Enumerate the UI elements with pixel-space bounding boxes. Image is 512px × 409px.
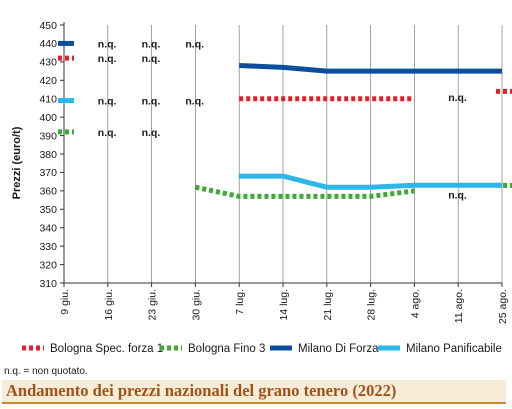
y-tick-label: 370 bbox=[39, 167, 57, 179]
legend-label: Bologna Fino 3 bbox=[188, 343, 265, 355]
y-tick-label: 390 bbox=[39, 130, 57, 142]
x-tick-label: 25 ago. bbox=[497, 289, 509, 324]
y-tick-label: 360 bbox=[39, 186, 57, 198]
x-tick-label: 14 lug. bbox=[278, 289, 290, 321]
x-tick-label: 16 giu. bbox=[103, 289, 115, 321]
y-tick-label: 330 bbox=[39, 241, 57, 253]
axis-layer: 9 giu. 16 giu. 23 giu. 30 giu. 7 lug. 14 lug.… bbox=[39, 20, 509, 324]
x-tick-label: 30 giu. bbox=[190, 289, 202, 321]
series-layer bbox=[58, 40, 512, 199]
x-tick-label: 23 giu. bbox=[147, 289, 159, 321]
nq-label: n.q. bbox=[98, 96, 117, 108]
legend: Bologna Spec. forza 1 Bologna Fino 3 Milan… bbox=[22, 343, 502, 355]
legend-label: Milano Di Forza bbox=[298, 343, 379, 355]
y-tick-label: 420 bbox=[39, 75, 57, 87]
legend-label: Bologna Spec. forza 1 bbox=[50, 343, 163, 355]
series-line-milano-di-forza bbox=[239, 63, 502, 74]
grid-layer bbox=[107, 25, 503, 283]
x-tick-label: 4 ago. bbox=[409, 289, 421, 318]
nq-label: n.q. bbox=[98, 53, 117, 65]
nq-label: n.q. bbox=[142, 38, 161, 50]
nq-label: n.q. bbox=[448, 190, 467, 202]
y-tick-label: 350 bbox=[39, 204, 57, 216]
nq-label: n.q. bbox=[98, 127, 117, 139]
series-line-milano-panificabile bbox=[239, 173, 502, 190]
series-line-bologna-fino-3 bbox=[194, 184, 415, 199]
y-tick-label: 380 bbox=[39, 149, 57, 161]
nq-label: n.q. bbox=[185, 96, 204, 108]
legend-label: Milano Panificabile bbox=[406, 343, 502, 355]
nq-label: n.q. bbox=[98, 38, 117, 50]
y-tick-label: 430 bbox=[39, 57, 57, 69]
y-tick-label: 310 bbox=[39, 278, 57, 290]
y-axis-title: Prezzi (euro/t) bbox=[11, 126, 23, 199]
y-tick-label: 410 bbox=[39, 94, 57, 106]
x-tick-label: 7 lug. bbox=[234, 289, 246, 315]
x-tick-label: 28 lug. bbox=[366, 289, 378, 321]
annotation-layer: n.q. n.q. n.q. n.q. n.q. n.q. n.q. n.q. n.q. n.q.… bbox=[98, 38, 467, 201]
x-tick-label: 21 lug. bbox=[322, 289, 334, 321]
y-tick-label: 440 bbox=[39, 38, 57, 50]
nq-label: n.q. bbox=[142, 53, 161, 65]
footnote: n.q. = non quotato. bbox=[4, 366, 88, 377]
chart-title: Andamento dei prezzi nazionali del grano… bbox=[6, 381, 397, 400]
x-tick-label: 11 ago. bbox=[453, 289, 465, 323]
price-chart: 9 giu. 16 giu. 23 giu. 30 giu. 7 lug. 14 lug.… bbox=[11, 20, 512, 355]
nq-label: n.q. bbox=[142, 127, 161, 139]
title-bar: Andamento dei prezzi nazionali del grano… bbox=[2, 380, 506, 404]
nq-label: n.q. bbox=[142, 96, 161, 108]
nq-label: n.q. bbox=[448, 92, 467, 104]
y-tick-label: 340 bbox=[39, 223, 57, 235]
x-tick-label: 9 giu. bbox=[59, 289, 71, 315]
y-tick-label: 320 bbox=[39, 259, 57, 271]
nq-label: n.q. bbox=[185, 38, 204, 50]
y-tick-label: 400 bbox=[39, 112, 57, 124]
y-tick-label: 450 bbox=[39, 20, 57, 32]
